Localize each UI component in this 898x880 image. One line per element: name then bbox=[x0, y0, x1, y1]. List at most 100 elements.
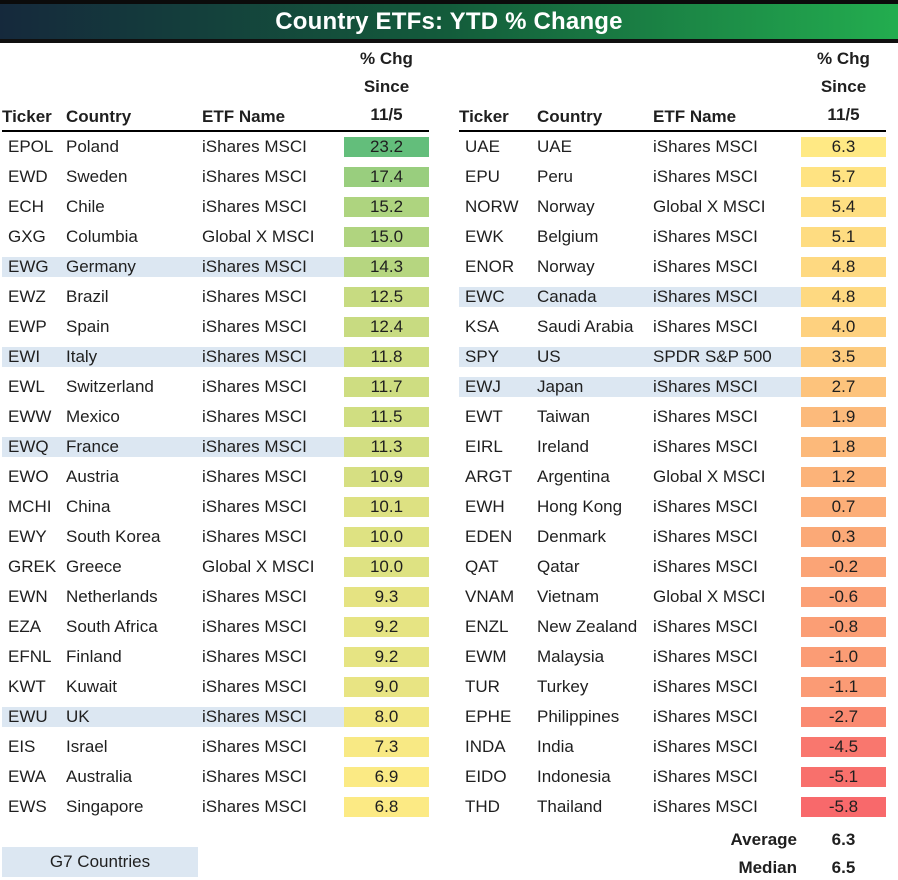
pct-chg-cell: 4.8 bbox=[801, 287, 886, 307]
pct-chg-cell: -5.1 bbox=[801, 767, 886, 787]
table-row: EWH Hong Kong iShares MSCI 0.7 bbox=[459, 492, 886, 522]
table-row: ARGT Argentina Global X MSCI 1.2 bbox=[459, 462, 886, 492]
country-cell: Hong Kong bbox=[537, 497, 623, 516]
ticker-cell: EIDO bbox=[465, 767, 507, 786]
pct-chg-cell: 6.8 bbox=[344, 797, 429, 817]
pct-chg-cell: -5.8 bbox=[801, 797, 886, 817]
table-row: TUR Turkey iShares MSCI -1.1 bbox=[459, 672, 886, 702]
country-cell: UK bbox=[66, 707, 202, 727]
ticker-cell: EPU bbox=[465, 167, 500, 186]
country-cell: Switzerland bbox=[66, 377, 154, 396]
table-row: EPHE Philippines iShares MSCI -2.7 bbox=[459, 702, 886, 732]
etf-name-cell: iShares MSCI bbox=[202, 737, 307, 756]
average-value: 6.3 bbox=[831, 830, 856, 849]
etf-name-cell: iShares MSCI bbox=[653, 167, 758, 186]
etf-name-cell: iShares MSCI bbox=[202, 377, 307, 396]
country-cell: Finland bbox=[66, 647, 122, 666]
table-row: EWT Taiwan iShares MSCI 1.9 bbox=[459, 402, 886, 432]
pct-chg-cell: -2.7 bbox=[801, 707, 886, 727]
country-cell: Austria bbox=[66, 467, 119, 486]
header-ticker: Ticker bbox=[2, 107, 52, 126]
etf-name-cell: iShares MSCI bbox=[653, 437, 758, 456]
table-row: THD Thailand iShares MSCI -5.8 bbox=[459, 792, 886, 822]
table-row: VNAM Vietnam Global X MSCI -0.6 bbox=[459, 582, 886, 612]
ticker-cell: EIS bbox=[8, 737, 36, 756]
table-row: INDA India iShares MSCI -4.5 bbox=[459, 732, 886, 762]
table-row: EWL Switzerland iShares MSCI 11.7 bbox=[2, 372, 429, 402]
pct-chg-cell: 5.1 bbox=[801, 227, 886, 247]
header-pct-chg-line1: % Chg bbox=[817, 49, 870, 68]
country-cell: Mexico bbox=[66, 407, 120, 426]
g7-legend-area: G7 Countries bbox=[2, 847, 429, 877]
etf-name-cell: iShares MSCI bbox=[653, 647, 758, 666]
country-cell: Israel bbox=[66, 737, 108, 756]
etf-name-cell: iShares MSCI bbox=[653, 227, 758, 246]
etf-name-cell: Global X MSCI bbox=[202, 227, 315, 246]
median-value: 6.5 bbox=[831, 858, 856, 877]
country-cell: Canada bbox=[537, 287, 653, 307]
ticker-cell: ARGT bbox=[465, 467, 513, 486]
header-pct-chg-line2: Since bbox=[820, 77, 867, 96]
ticker-cell: EWU bbox=[2, 707, 66, 727]
country-cell: Philippines bbox=[537, 707, 620, 726]
etf-name-cell: iShares MSCI bbox=[202, 257, 344, 277]
etf-table-right: Ticker Country ETF Name % Chg Since 11/5… bbox=[459, 45, 886, 880]
country-cell: Chile bbox=[66, 197, 105, 216]
etf-name-cell: Global X MSCI bbox=[202, 557, 315, 576]
report-title-bar: Country ETFs: YTD % Change bbox=[0, 0, 898, 43]
etf-name-cell: iShares MSCI bbox=[202, 797, 307, 816]
table-row: EWP Spain iShares MSCI 12.4 bbox=[2, 312, 429, 342]
etf-name-cell: iShares MSCI bbox=[202, 677, 307, 696]
country-cell: Germany bbox=[66, 257, 202, 277]
etf-name-cell: iShares MSCI bbox=[653, 677, 758, 696]
table-row: EWU UK iShares MSCI 8.0 bbox=[2, 702, 429, 732]
country-cell: Columbia bbox=[66, 227, 138, 246]
etf-name-cell: iShares MSCI bbox=[653, 617, 758, 636]
country-cell: Singapore bbox=[66, 797, 144, 816]
country-cell: Norway bbox=[537, 197, 595, 216]
pct-chg-cell: 3.5 bbox=[801, 347, 886, 367]
ticker-cell: GXG bbox=[8, 227, 46, 246]
pct-chg-cell: -0.8 bbox=[801, 617, 886, 637]
etf-table-left-body: EPOL Poland iShares MSCI 23.2 EWD Sweden iShar… bbox=[2, 132, 429, 822]
pct-chg-cell: 11.7 bbox=[344, 377, 429, 397]
ticker-cell: VNAM bbox=[465, 587, 515, 606]
ticker-cell: INDA bbox=[465, 737, 506, 756]
pct-chg-cell: 0.7 bbox=[801, 497, 886, 517]
table-row: SPY US SPDR S&P 500 3.5 bbox=[459, 342, 886, 372]
country-cell: Poland bbox=[66, 137, 119, 156]
pct-chg-cell: 17.4 bbox=[344, 167, 429, 187]
country-cell: Vietnam bbox=[537, 587, 600, 606]
pct-chg-cell: 9.2 bbox=[344, 617, 429, 637]
table-row: MCHI China iShares MSCI 10.1 bbox=[2, 492, 429, 522]
table-row: EWI Italy iShares MSCI 11.8 bbox=[2, 342, 429, 372]
header-etf-name: ETF Name bbox=[202, 107, 286, 126]
pct-chg-cell: 4.0 bbox=[801, 317, 886, 337]
ticker-cell: EIRL bbox=[465, 437, 503, 456]
table-row: UAE UAE iShares MSCI 6.3 bbox=[459, 132, 886, 162]
country-cell: Argentina bbox=[537, 467, 610, 486]
pct-chg-cell: 11.8 bbox=[344, 347, 429, 367]
ticker-cell: EPOL bbox=[8, 137, 54, 156]
ticker-cell: EWP bbox=[8, 317, 47, 336]
table-row: EWD Sweden iShares MSCI 17.4 bbox=[2, 162, 429, 192]
header-pct-chg-line3: 11/5 bbox=[370, 105, 403, 124]
ticker-cell: EWQ bbox=[2, 437, 66, 457]
header-pct-chg: % Chg Since 11/5 bbox=[801, 45, 886, 129]
header-ticker: Ticker bbox=[459, 107, 509, 126]
etf-name-cell: Global X MSCI bbox=[653, 587, 766, 606]
median-row: Median 6.5 bbox=[459, 854, 886, 880]
etf-name-cell: iShares MSCI bbox=[202, 167, 307, 186]
tables-container: Ticker Country ETF Name % Chg Since 11/5… bbox=[0, 43, 898, 880]
etf-name-cell: iShares MSCI bbox=[653, 137, 758, 156]
ticker-cell: EDEN bbox=[465, 527, 513, 546]
pct-chg-cell: 8.0 bbox=[344, 707, 429, 727]
pct-chg-cell: 14.3 bbox=[344, 257, 429, 277]
pct-chg-cell: 10.9 bbox=[344, 467, 429, 487]
pct-chg-cell: 23.2 bbox=[344, 137, 429, 157]
country-cell: Japan bbox=[537, 377, 653, 397]
pct-chg-cell: -0.6 bbox=[801, 587, 886, 607]
pct-chg-cell: 11.5 bbox=[344, 407, 429, 427]
country-cell: Malaysia bbox=[537, 647, 605, 666]
ticker-cell: EWH bbox=[465, 497, 505, 516]
